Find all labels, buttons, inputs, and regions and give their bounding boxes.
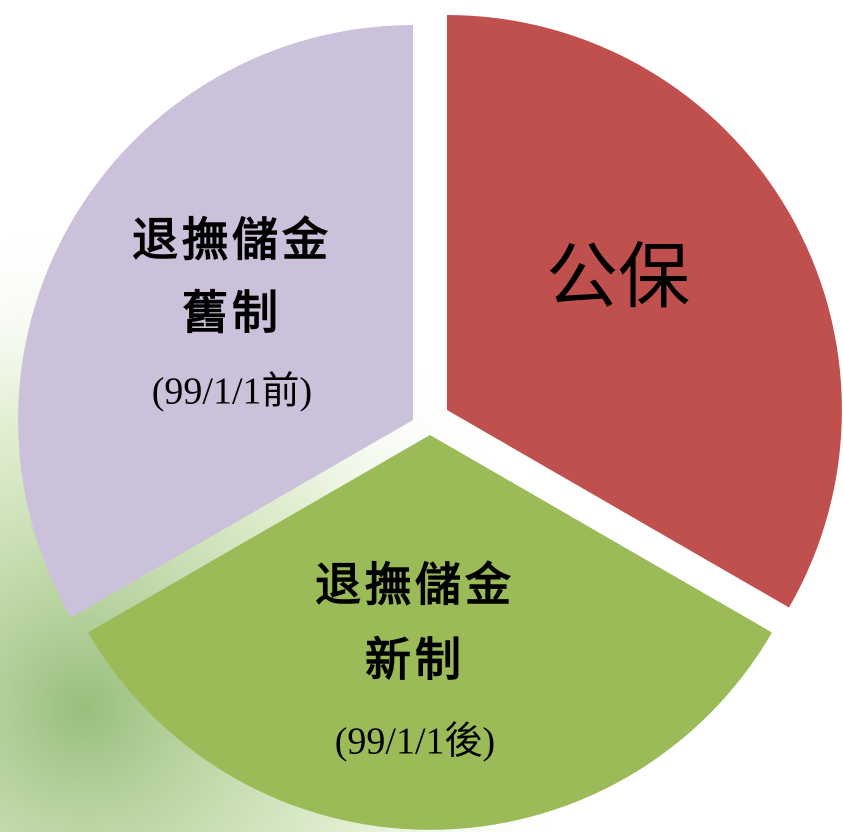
segment-label: 退撫儲金 xyxy=(132,215,332,266)
segment-label: 舊制 xyxy=(182,288,282,339)
segment-label: 公保 xyxy=(546,238,690,318)
diagram: 公保 退撫儲金 新制 (99/1/1後) 退撫儲金 舊制 (99/1/1前) xyxy=(0,0,843,832)
segment-label: (99/1/1前) xyxy=(152,371,312,413)
segment-label: (99/1/1後) xyxy=(335,721,495,763)
segment-label: 退撫儲金 xyxy=(315,560,515,611)
segment-label: 新制 xyxy=(365,635,465,686)
